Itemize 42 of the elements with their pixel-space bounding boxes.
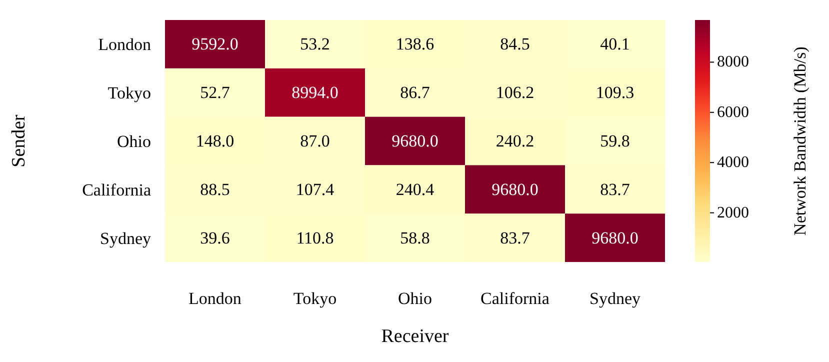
y-tick-label: Ohio [117,132,151,152]
x-tick-label: California [480,289,550,308]
data-label: 148.0 [196,132,234,150]
data-label: 39.6 [200,228,230,248]
data-label: 9680.0 [392,132,438,150]
data-label: 52.7 [200,83,230,102]
data-label: 8994.0 [292,83,338,102]
data-label: 86.7 [400,83,430,102]
y-tick-label: Tokyo [108,84,151,103]
data-label: 87.0 [300,132,330,150]
data-label: 138.6 [396,34,434,54]
data-label: 109.3 [596,83,634,102]
x-tick-label: Tokyo [293,289,337,308]
data-label: 9680.0 [592,228,638,248]
color-bar-label: 4000 [717,154,749,172]
data-label: 84.5 [500,34,530,54]
y-tick-label: California [82,180,152,200]
data-label: 88.5 [200,180,230,199]
data-label: 83.7 [600,180,630,199]
data-label: 40.1 [600,34,630,54]
data-label: 83.7 [500,228,530,248]
x-tick-label: Ohio [398,289,432,308]
data-label: 107.4 [296,180,335,199]
color-bar-title: Network Bandwidth (Mb/s) [790,46,810,236]
data-label: 240.2 [496,132,534,150]
data-label: 59.8 [600,132,630,150]
y-tick-label: London [98,35,152,54]
data-label: 53.2 [300,34,330,54]
data-label: 106.2 [496,83,534,102]
y-tick-label: Sydney [100,228,152,248]
data-label: 9680.0 [492,180,538,199]
y-axis-title: Sender [8,114,30,168]
x-tick-label: Sydney [590,289,641,308]
data-label: 240.4 [396,180,435,199]
color-bar-label: 2000 [717,204,749,222]
data-label: 9592.0 [192,34,238,54]
color-bar-label: 8000 [717,54,749,71]
x-tick-label: London [188,289,242,308]
data-label: 110.8 [296,228,334,248]
x-axis-title: Receiver [381,326,450,347]
data-label: 58.8 [400,228,430,248]
color-bar-label: 6000 [717,104,749,121]
